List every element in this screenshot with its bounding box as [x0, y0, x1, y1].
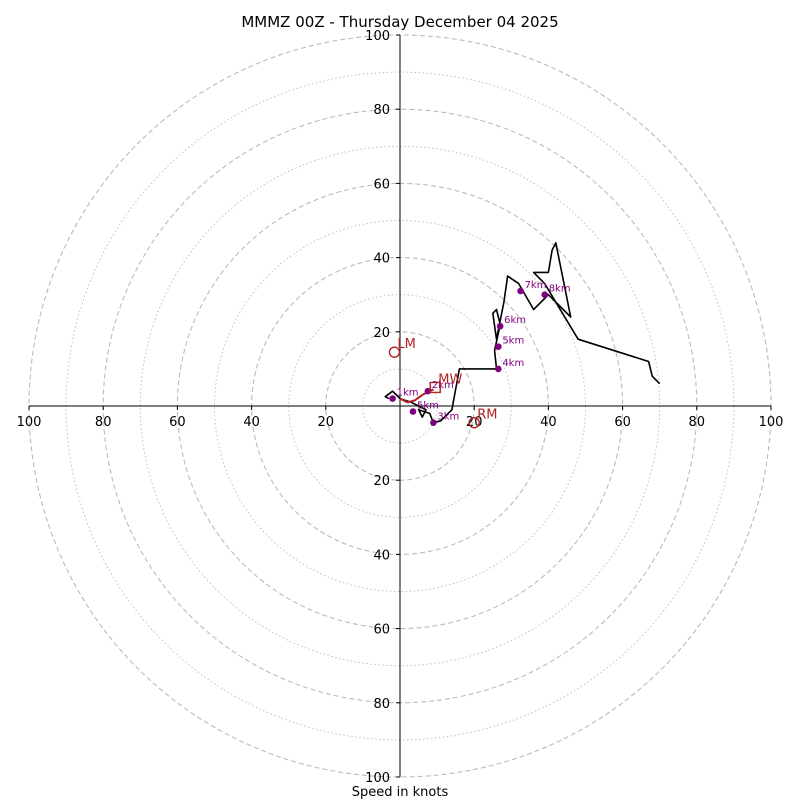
height-point-label: 4km	[502, 358, 524, 369]
x-tick-label: 80	[95, 415, 112, 430]
height-point-label: 8km	[549, 284, 571, 295]
y-tick-label: 60	[373, 177, 390, 192]
y-tick-label: 20	[373, 326, 390, 341]
height-point-marker	[424, 387, 432, 395]
x-tick-label: 100	[17, 415, 42, 430]
y-tick-label: 40	[373, 548, 390, 563]
y-tick-label: 100	[365, 771, 390, 786]
motion-label: LM	[397, 337, 415, 352]
height-point-label: 3km	[437, 412, 459, 423]
y-tick-label: 20	[373, 474, 390, 489]
height-points: 1km 2km 3km 4km 5km 6km 7km 8km 5km	[389, 280, 571, 426]
y-tick-label: 60	[373, 623, 390, 638]
height-point-marker	[495, 343, 502, 350]
height-point-marker	[517, 287, 524, 295]
height-point-label: 1km	[397, 388, 419, 399]
y-tick-label: 100	[365, 29, 390, 44]
height-point-label: 5km	[502, 336, 524, 347]
x-tick-label: 100	[759, 415, 784, 430]
x-tick-label: 60	[614, 415, 631, 430]
y-tick-label: 40	[373, 252, 390, 267]
motion-marker-square	[429, 381, 441, 394]
x-tick-label: 60	[169, 415, 186, 430]
height-point-label: 6km	[504, 315, 526, 326]
x-axis-label: Speed in knots	[352, 785, 449, 800]
chart-title: MMMZ 00Z - Thursday December 04 2025	[241, 13, 558, 31]
motion-marker-circle	[468, 416, 480, 429]
height-point-label: 5km	[417, 401, 439, 412]
x-tick-label: 20	[318, 415, 335, 430]
wind-trace-line	[384, 242, 661, 424]
height-point-marker	[389, 395, 396, 402]
height-point-marker	[495, 365, 502, 373]
height-point-label: 7km	[525, 280, 547, 291]
motion-label: MW	[438, 372, 462, 387]
height-point-marker	[541, 291, 548, 299]
height-point-label: 2km	[432, 380, 454, 391]
y-tick-label: 80	[373, 103, 390, 118]
x-tick-label: 40	[540, 415, 557, 430]
height-point-marker	[496, 322, 504, 330]
y-tick-label: 80	[373, 697, 390, 712]
height-point-marker	[430, 419, 437, 426]
storm-motions: LM MW RM	[388, 337, 497, 429]
height-point-marker	[409, 408, 417, 415]
motion-label: RM	[477, 408, 497, 423]
x-tick-label: 80	[689, 415, 706, 430]
wind-traces	[384, 242, 661, 424]
motion-marker-circle	[388, 346, 401, 358]
x-tick-label: 40	[243, 415, 260, 430]
